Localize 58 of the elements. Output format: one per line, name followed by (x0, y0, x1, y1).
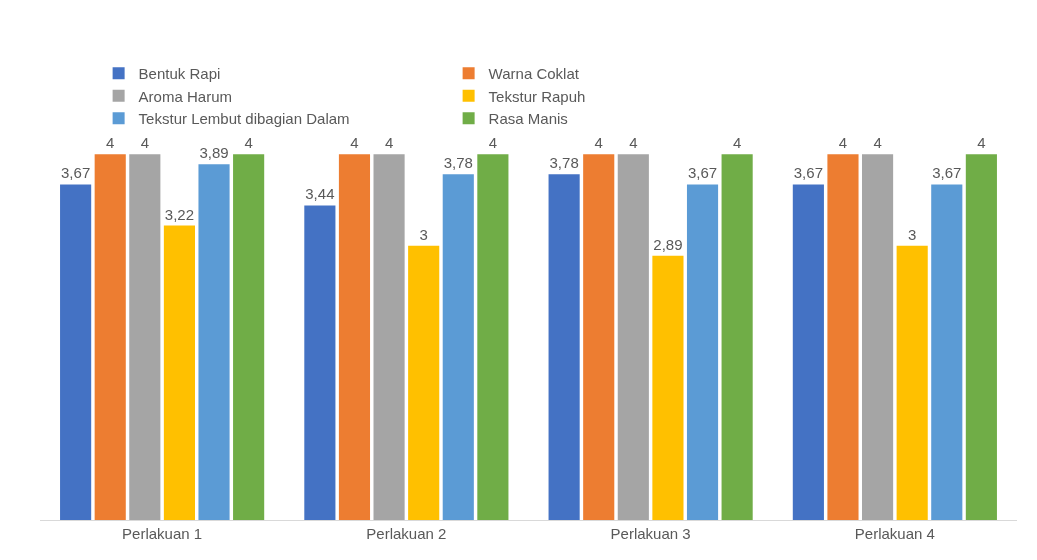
bar (896, 245, 928, 520)
bar (686, 184, 719, 520)
data-label: 3,78 (443, 154, 473, 172)
data-label: 4 (244, 134, 253, 152)
data-label: 4 (350, 134, 359, 152)
legend-label: Tekstur Lembut dibagian Dalam (138, 110, 350, 128)
bar (931, 184, 963, 520)
legend-label: Rasa Manis (488, 110, 568, 128)
bar (373, 154, 405, 520)
data-label: 3,67 (61, 164, 91, 182)
bar (198, 164, 230, 520)
data-label: 3,22 (164, 205, 195, 223)
data-label: 3,89 (199, 144, 229, 162)
data-label: 4 (977, 134, 986, 152)
data-label: 3 (908, 225, 917, 243)
bar (792, 184, 824, 520)
bar (583, 154, 615, 520)
bar (60, 184, 92, 520)
bar (548, 174, 580, 520)
legend-label: Aroma Harum (138, 87, 232, 105)
bar (442, 174, 474, 520)
x-tick-label: Perlakuan 2 (366, 525, 447, 542)
bar (94, 154, 126, 520)
data-label: 2,89 (653, 235, 683, 253)
bar (233, 154, 265, 520)
bar (129, 154, 161, 520)
x-tick-label: Perlakuan 3 (610, 525, 691, 542)
data-label: 4 (732, 134, 742, 152)
data-label: 3,44 (305, 185, 335, 203)
bar (721, 154, 753, 520)
data-label: 4 (873, 134, 882, 152)
bar (827, 154, 859, 520)
legend-label: Warna Coklat (488, 65, 580, 83)
bar (163, 225, 195, 520)
bar (304, 205, 336, 520)
bar (408, 245, 440, 520)
data-label: 4 (488, 134, 498, 152)
data-label: 4 (106, 134, 115, 152)
data-label: 4 (140, 134, 149, 152)
legend-label: Bentuk Rapi (138, 65, 221, 83)
data-label: 3,67 (932, 164, 962, 182)
data-label: 3,78 (549, 154, 579, 172)
bar (862, 154, 894, 520)
data-label: 4 (629, 134, 638, 152)
data-label: 3 (419, 225, 428, 243)
x-tick-label: Perlakuan 4 (854, 525, 935, 542)
bar (617, 154, 649, 520)
x-tick-label: Perlakuan 1 (122, 525, 203, 542)
bar (652, 255, 684, 520)
legend-label: Tekstur Rapuh (488, 87, 586, 105)
bar (477, 154, 509, 520)
bar (338, 154, 371, 520)
data-label: 3,67 (793, 164, 823, 182)
data-label: 4 (384, 134, 394, 152)
data-label: 4 (838, 134, 848, 152)
data-label: 3,67 (687, 164, 718, 182)
data-label: 4 (594, 134, 603, 152)
bar (965, 154, 997, 520)
